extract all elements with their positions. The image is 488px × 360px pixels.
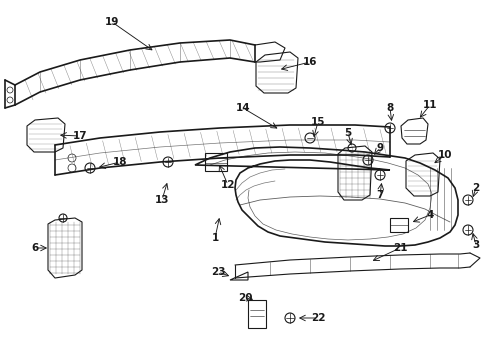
Bar [389, 218, 407, 232]
Text: 1: 1 [211, 233, 218, 243]
Text: 19: 19 [104, 17, 119, 27]
Text: 12: 12 [220, 180, 235, 190]
Text: 4: 4 [426, 210, 433, 220]
Text: 22: 22 [310, 313, 325, 323]
Text: 23: 23 [210, 267, 225, 277]
Text: 5: 5 [344, 128, 351, 138]
Text: 3: 3 [471, 240, 479, 250]
Bar [204, 153, 226, 171]
Text: 16: 16 [302, 57, 317, 67]
Text: 11: 11 [422, 100, 436, 110]
Text: 10: 10 [437, 150, 451, 160]
Text: 7: 7 [376, 190, 383, 200]
Text: 9: 9 [376, 143, 383, 153]
Text: 20: 20 [237, 293, 252, 303]
Bar [247, 300, 265, 328]
Text: 8: 8 [386, 103, 393, 113]
Text: 2: 2 [471, 183, 479, 193]
Text: 18: 18 [113, 157, 127, 167]
Text: 17: 17 [73, 131, 87, 141]
Text: 13: 13 [154, 195, 169, 205]
Text: 21: 21 [392, 243, 407, 253]
Text: 15: 15 [310, 117, 325, 127]
Text: 14: 14 [235, 103, 250, 113]
Text: 6: 6 [31, 243, 39, 253]
